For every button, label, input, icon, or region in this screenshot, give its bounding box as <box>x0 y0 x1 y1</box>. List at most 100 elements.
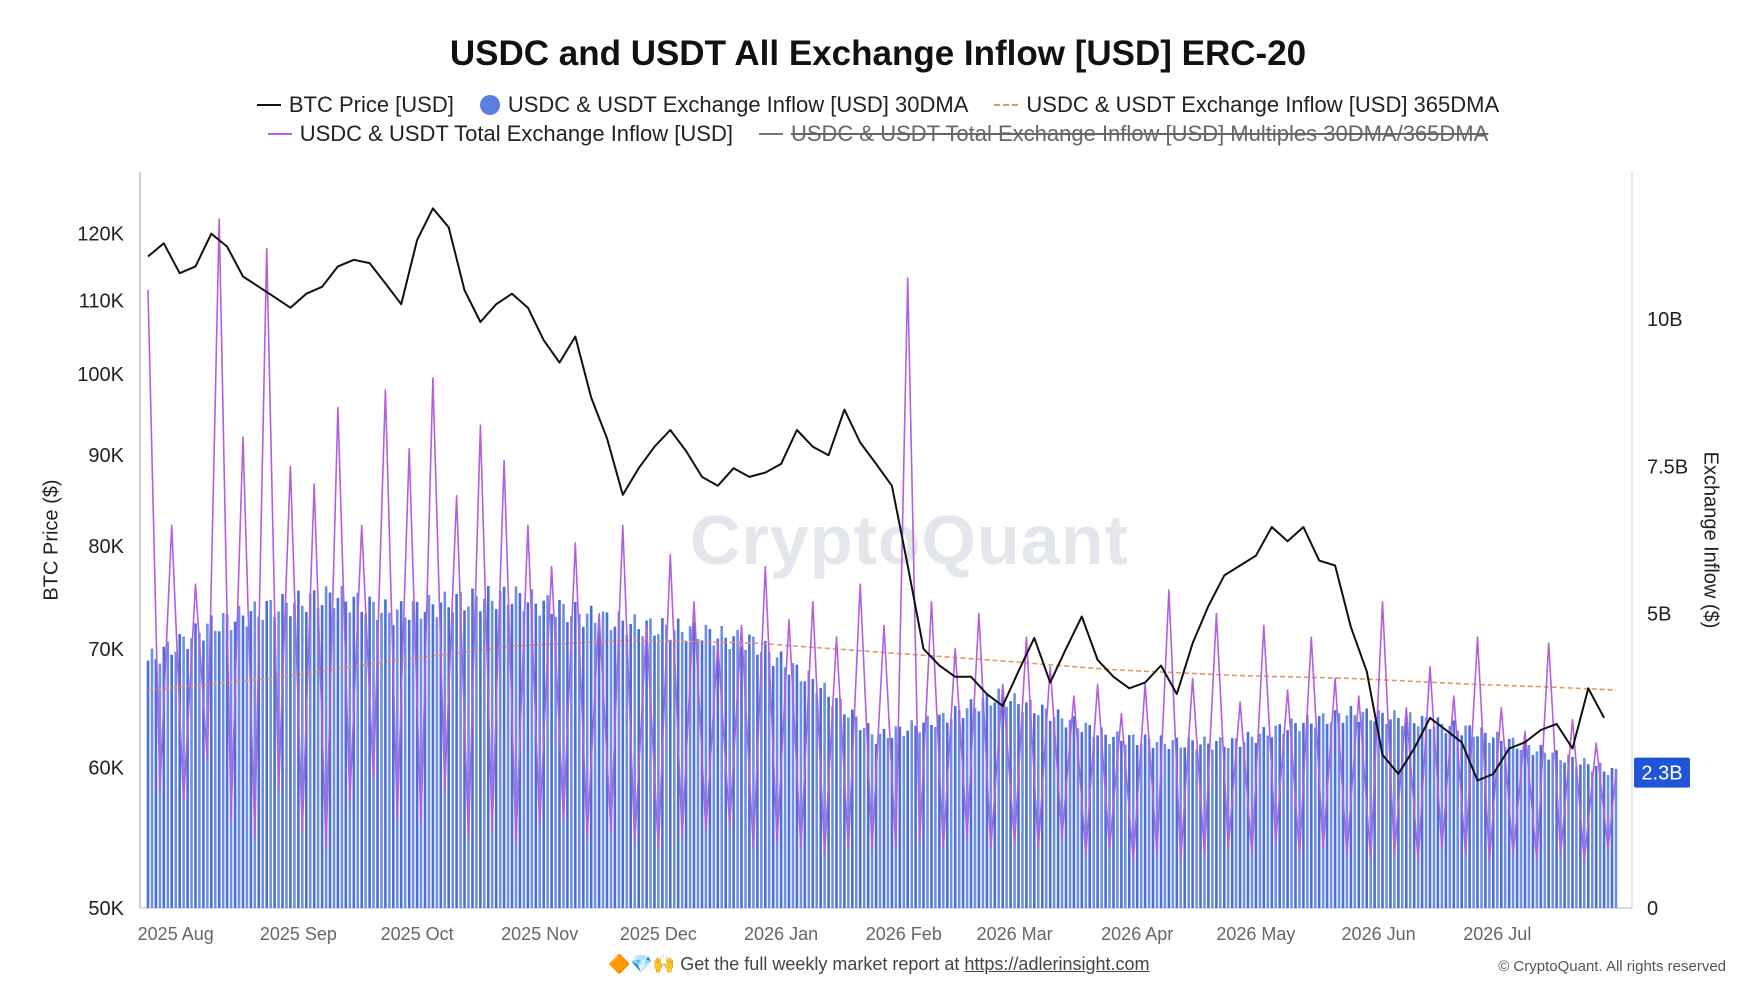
inflow-30dma-bar <box>1147 739 1151 908</box>
inflow-30dma-bar <box>1373 721 1376 908</box>
inflow-30dma-bar <box>1377 710 1380 908</box>
inflow-30dma-bar <box>1159 735 1163 908</box>
inflow-30dma-bar <box>1476 736 1479 908</box>
legend-item-total-inflow[interactable]: USDC & USDT Total Exchange Inflow [USD] <box>267 121 733 147</box>
current-value-badge-bg <box>1634 757 1690 788</box>
inflow-30dma-bar <box>1298 731 1301 908</box>
inflow-30dma-bar <box>1420 716 1424 908</box>
inflow-30dma-bar <box>866 723 870 908</box>
inflow-30dma-bar <box>969 699 973 908</box>
inflow-30dma-bar <box>902 735 906 908</box>
inflow-30dma-bar <box>1048 720 1052 908</box>
inflow-30dma-bar <box>676 618 680 908</box>
inflow-30dma-bar <box>720 626 723 908</box>
inflow-30dma-bar <box>1432 726 1436 908</box>
inflow-30dma-bar <box>1408 712 1412 908</box>
inflow-30dma-bar <box>1567 754 1570 908</box>
inflow-30dma-bar <box>494 609 498 908</box>
inflow-30dma-bar <box>657 634 660 908</box>
inflow-30dma-bar <box>202 640 205 908</box>
legend-item-btc-price[interactable]: BTC Price [USD] <box>256 92 454 118</box>
inflow-30dma-bar <box>538 615 541 908</box>
inflow-30dma-bar <box>483 598 486 908</box>
inflow-30dma-bar <box>206 623 209 908</box>
inflow-30dma-bar <box>399 601 403 908</box>
inflow-30dma-bar <box>985 694 989 908</box>
inflow-30dma-bar <box>1258 733 1262 908</box>
inflow-30dma-bar <box>981 698 985 908</box>
inflow-30dma-bar <box>949 718 953 908</box>
inflow-30dma-bar <box>1116 731 1119 908</box>
inflow-30dma-bar <box>1598 762 1602 908</box>
inflow-30dma-bar <box>1543 752 1547 908</box>
inflow-30dma-bar <box>1056 709 1060 908</box>
inflow-30dma-bar <box>712 645 716 908</box>
inflow-30dma-bar <box>1444 733 1448 908</box>
inflow-30dma-bar <box>1310 723 1313 908</box>
legend-item-multiples-hidden[interactable]: USDC & USDT Total Exchange Inflow [USD] … <box>758 121 1488 147</box>
inflow-30dma-bar <box>1511 737 1515 908</box>
inflow-30dma-bar <box>174 651 177 908</box>
inflow-30dma-bar <box>1492 737 1495 908</box>
inflow-30dma-bar <box>593 622 597 908</box>
inflow-30dma-bar <box>411 601 415 908</box>
inflow-30dma-bar <box>997 688 1000 908</box>
footer-link[interactable]: https://adlerinsight.com <box>964 954 1150 974</box>
inflow-30dma-bar <box>621 620 625 908</box>
inflow-30dma-bar <box>803 681 807 908</box>
inflow-30dma-bar <box>388 612 391 908</box>
inflow-30dma-bar <box>182 636 185 908</box>
inflow-30dma-bar <box>1092 737 1095 908</box>
inflow-30dma-bar <box>392 625 395 908</box>
x-axis-ticks: 2025 Aug 2025 Sep 2025 Oct 2025 Nov 2025 Dec… <box>138 924 1532 944</box>
inflow-30dma-bar <box>1060 718 1064 908</box>
y-left-tick-label: 120K <box>77 224 124 246</box>
legend-line-icon <box>256 104 281 106</box>
inflow-30dma-bar <box>1132 734 1135 908</box>
inflow-30dma-bar <box>301 605 304 908</box>
x-tick-label: 2025 Sep <box>260 924 337 944</box>
y-left-tick-label: 60K <box>88 758 124 780</box>
inflow-30dma-bar <box>305 612 308 908</box>
inflow-30dma-bar <box>534 603 538 908</box>
inflow-30dma-bar <box>669 639 672 908</box>
inflow-30dma-bar <box>1112 736 1115 908</box>
x-tick-label: 2025 Dec <box>620 924 697 944</box>
inflow-30dma-bar <box>1009 701 1012 908</box>
inflow-30dma-bar <box>736 630 739 908</box>
inflow-30dma-bar <box>1250 736 1254 908</box>
current-value-badge-text: 2.3B <box>1641 763 1682 785</box>
inflow-30dma-bar <box>775 657 779 908</box>
inflow-30dma-bar <box>194 623 197 908</box>
inflow-30dma-bar <box>1234 738 1238 908</box>
inflow-30dma-bar <box>1223 746 1226 908</box>
inflow-30dma-bar <box>344 601 348 908</box>
inflow-30dma-bar <box>1571 756 1574 908</box>
inflow-30dma-bar <box>475 596 478 908</box>
inflow-30dma-bar <box>1329 722 1333 908</box>
inflow-30dma-bar <box>1262 727 1266 908</box>
inflow-30dma-bar <box>324 586 328 908</box>
inflow-30dma-bar <box>787 674 791 908</box>
inflow-30dma-bar <box>585 613 589 908</box>
inflow-30dma-bar <box>166 641 170 908</box>
inflow-30dma-bar <box>629 624 632 908</box>
inflow-30dma-bar <box>514 586 518 908</box>
inflow-30dma-bar <box>910 720 913 908</box>
legend-item-inflow-365dma[interactable]: USDC & USDT Exchange Inflow [USD] 365DMA <box>994 92 1499 118</box>
inflow-30dma-bar <box>1171 740 1175 908</box>
x-tick-label: 2026 Mar <box>977 924 1053 944</box>
y-right-tick-label: 7.5B <box>1647 456 1688 478</box>
inflow-30dma-bar <box>767 652 771 908</box>
legend-item-inflow-30dma[interactable]: USDC & USDT Exchange Inflow [USD] 30DMA <box>479 92 968 118</box>
inflow-30dma-bar <box>1547 759 1550 908</box>
inflow-30dma-bar <box>1472 736 1475 908</box>
inflow-30dma-bar <box>1484 732 1487 908</box>
x-tick-label: 2026 Feb <box>866 924 942 944</box>
inflow-30dma-bar <box>1076 728 1080 908</box>
footer-text: Get the full weekly market report at <box>680 954 960 974</box>
inflow-30dma-bar <box>938 714 941 908</box>
inflow-365dma-line <box>147 639 1617 691</box>
legend-line-icon <box>267 133 292 135</box>
